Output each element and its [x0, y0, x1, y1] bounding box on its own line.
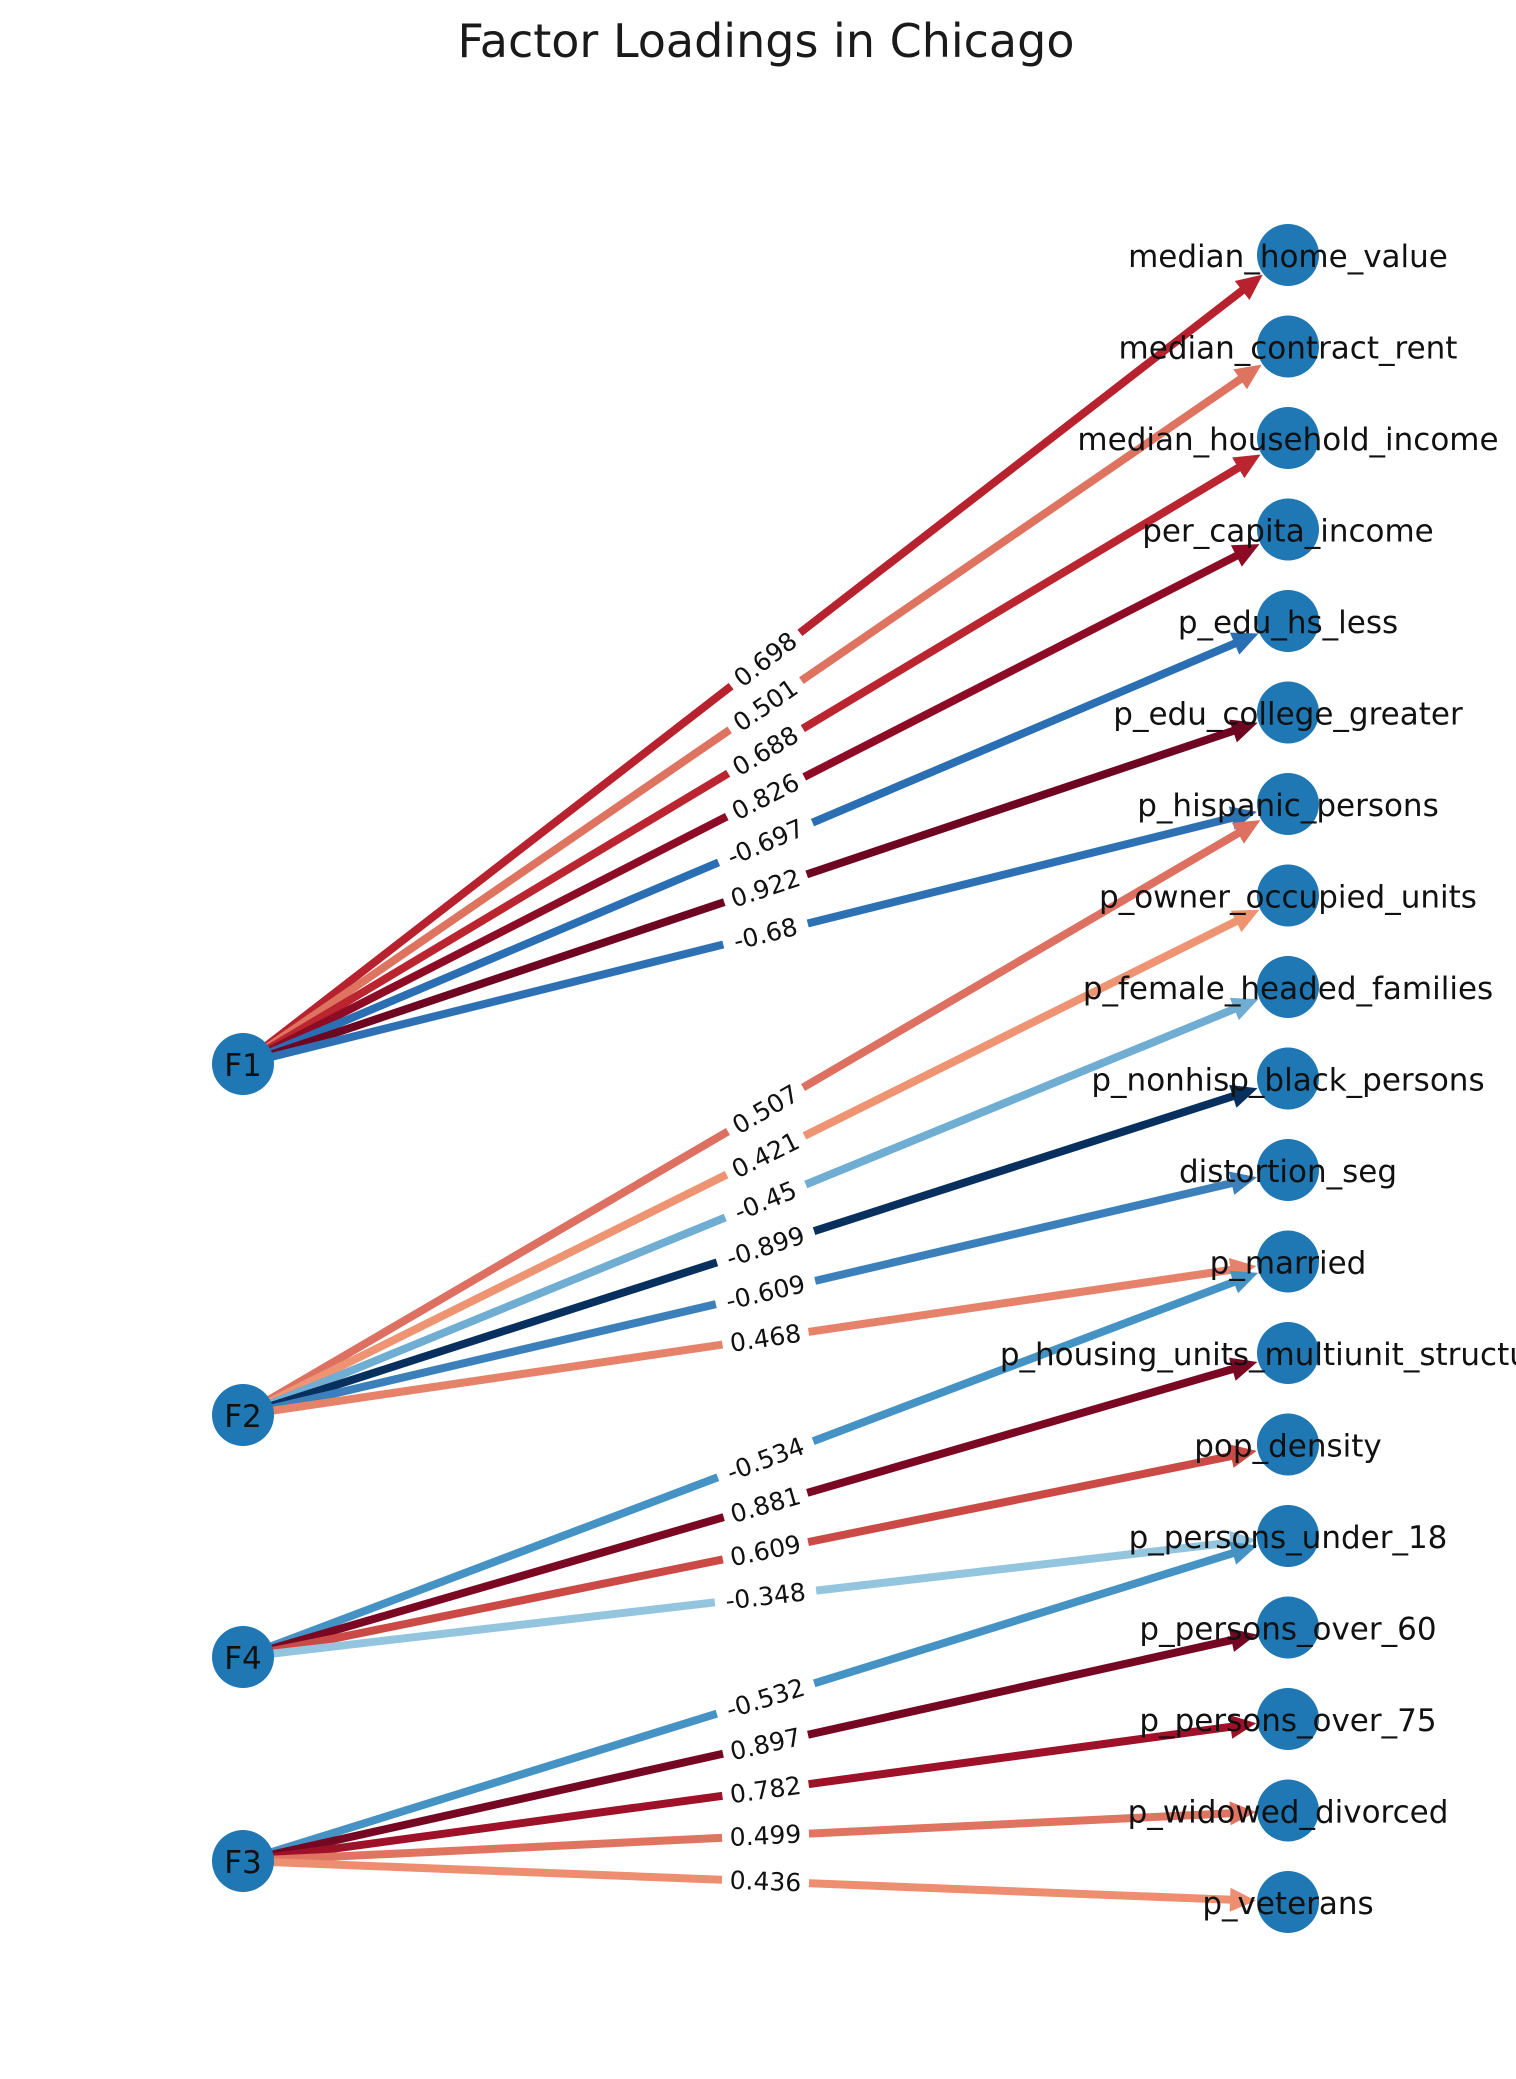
edge-label-f3-p-persons-over-60: 0.897: [719, 1720, 812, 1769]
variable-node-p-persons-over-75: [1257, 1688, 1319, 1750]
arrowhead-f4-pop-density: [1228, 1444, 1257, 1468]
factor-node-f4: [212, 1626, 274, 1688]
edge-label-f3-p-persons-over-75: 0.782: [720, 1769, 811, 1811]
variable-label-p-edu-college-greater: p_edu_college_greater: [1113, 697, 1463, 733]
variable-label-per-capita-income: per_capita_income: [1142, 514, 1434, 550]
arrowhead-f3-p-persons-under-18: [1229, 1541, 1258, 1565]
variable-label-median-contract-rent: median_contract_rent: [1119, 331, 1458, 367]
variable-label-p-persons-under-18: p_persons_under_18: [1129, 1520, 1448, 1556]
arrowhead-f3-p-persons-over-60: [1228, 1628, 1257, 1652]
variable-node-p-persons-under-18: [1257, 1505, 1319, 1567]
variable-label-p-owner-occupied-units: p_owner_occupied_units: [1099, 880, 1477, 916]
nodes-layer: [212, 224, 1319, 1933]
variable-label-median-household-income: median_household_income: [1077, 422, 1498, 458]
arrowhead-f3-p-widowed-divorced: [1229, 1801, 1257, 1826]
variable-node-p-hispanic-persons: [1257, 773, 1319, 835]
arrowhead-f3-p-persons-over-75: [1228, 1714, 1257, 1739]
factor-label-f3: F3: [224, 1845, 262, 1881]
factor-node-f3: [212, 1830, 274, 1892]
factor-label-f4: F4: [224, 1641, 262, 1677]
arrowhead-f1-median-household-income: [1232, 454, 1261, 479]
edge-label-f1-p-hispanic-persons: -0.68: [719, 908, 812, 960]
variable-node-median-home-value: [1257, 224, 1319, 286]
variable-node-p-edu-hs-less: [1257, 590, 1319, 652]
factor-node-f2: [212, 1384, 274, 1446]
node-labels-layer: median_home_value median_contract_rentmed…: [224, 239, 1516, 1922]
edge-label-f4-pop-density: 0.609: [719, 1527, 812, 1575]
edge-label-f4-p-persons-under-18: -0.348: [713, 1575, 818, 1618]
variable-label-p-veterans: p_veterans: [1202, 1886, 1373, 1922]
variable-node-per-capita-income: [1257, 498, 1319, 561]
arrowhead-f2-p-nonhisp-black-persons: [1229, 1084, 1258, 1108]
arrowhead-f1-p-edu-college-greater: [1229, 719, 1258, 743]
edge-label-text: -0.532: [723, 1673, 809, 1725]
variable-node-p-owner-occupied-units: [1257, 864, 1319, 927]
variable-label-pop-density: pop_density: [1194, 1429, 1381, 1465]
edge-label-text: 0.468: [728, 1319, 803, 1358]
variable-label-p-female-headed-families: p_female_headed_families: [1083, 971, 1493, 1007]
edge-labels-layer: 0.6980.5010.6880.826-0.6970.922-0.680.50…: [712, 621, 819, 1899]
diagram-title: Factor Loadings in Chicago: [458, 14, 1075, 68]
variable-node-distortion-seg: [1257, 1139, 1319, 1201]
arrowhead-f1-p-edu-hs-less: [1229, 632, 1259, 655]
variable-label-p-married: p_married: [1210, 1246, 1367, 1282]
edge-label-text: 0.881: [727, 1481, 804, 1529]
variable-label-p-persons-over-75: p_persons_over_75: [1139, 1703, 1436, 1739]
variable-node-p-persons-over-60: [1257, 1596, 1319, 1659]
edge-label-f2-p-married: 0.468: [720, 1317, 811, 1360]
edge-label-text: 0.782: [728, 1771, 803, 1809]
variable-label-p-nonhisp-black-persons: p_nonhisp_black_persons: [1091, 1063, 1484, 1099]
edge-label-text: -0.348: [724, 1577, 807, 1615]
variable-label-p-widowed-divorced: p_widowed_divorced: [1128, 1795, 1449, 1831]
variable-label-median-home-value: median_home_value: [1128, 239, 1448, 275]
edge-label-text: -0.609: [723, 1269, 808, 1316]
arrowhead-f4-p-housing-units-multiunit-structures: [1228, 1357, 1258, 1381]
factor-label-f1: F1: [224, 1048, 262, 1084]
variable-node-p-nonhisp-black-persons: [1257, 1047, 1319, 1110]
arrowhead-f4-p-married: [1229, 1270, 1259, 1294]
variable-node-p-edu-college-greater: [1257, 681, 1319, 744]
variable-node-p-married: [1257, 1230, 1319, 1293]
edge-label-f3-p-widowed-divorced: 0.499: [721, 1818, 810, 1853]
variable-node-p-female-headed-families: [1257, 956, 1319, 1018]
variable-node-median-household-income: [1257, 407, 1319, 469]
variable-label-p-persons-over-60: p_persons_over_60: [1139, 1612, 1436, 1648]
variable-node-p-housing-units-multiunit-structures: [1257, 1322, 1319, 1384]
variable-label-p-housing-units-multiunit-structures: p_housing_units_multiunit_structures: [1000, 1337, 1516, 1373]
edge-label-f2-p-nonhisp-black-persons: -0.899: [712, 1216, 819, 1277]
factor-node-f1: [212, 1033, 274, 1095]
arrowhead-f2-p-female-headed-families: [1229, 997, 1259, 1021]
variable-node-median-contract-rent: [1257, 315, 1319, 378]
variable-label-p-edu-hs-less: p_edu_hs_less: [1178, 605, 1398, 641]
edge-label-text: 0.922: [727, 863, 804, 913]
arrowhead-f2-distortion-seg: [1228, 1171, 1257, 1195]
variable-node-pop-density: [1257, 1413, 1319, 1476]
edge-label-f3-p-veterans: 0.436: [721, 1864, 810, 1899]
arrowhead-f3-p-veterans: [1229, 1887, 1257, 1912]
arrowhead-f2-p-owner-occupied-units: [1230, 909, 1260, 933]
arrowhead-f1-median-home-value: [1234, 274, 1263, 300]
edge-label-f3-p-persons-under-18: -0.532: [712, 1669, 819, 1728]
edge-label-text: -0.534: [723, 1431, 809, 1487]
factor-label-f2: F2: [224, 1399, 262, 1435]
variable-node-p-veterans: [1257, 1871, 1319, 1933]
arrowhead-f1-median-contract-rent: [1233, 364, 1262, 390]
edge-label-text: 0.436: [729, 1866, 802, 1898]
arrowhead-f1-per-capita-income: [1230, 544, 1260, 567]
edge-label-text: 0.499: [729, 1820, 802, 1852]
variable-label-p-hispanic-persons: p_hispanic_persons: [1137, 788, 1438, 824]
arrowhead-f2-p-hispanic-persons: [1231, 820, 1261, 844]
variable-label-distortion-seg: distortion_seg: [1179, 1154, 1397, 1190]
variable-node-p-widowed-divorced: [1257, 1779, 1319, 1842]
